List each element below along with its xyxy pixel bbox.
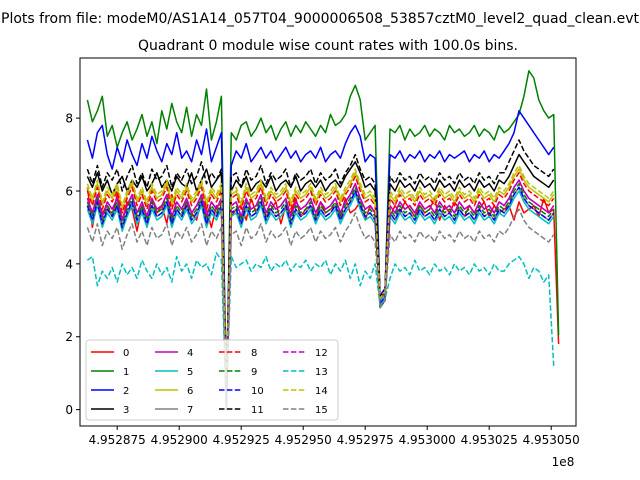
series-line-14 xyxy=(86,164,555,393)
series-line-6 xyxy=(86,168,555,411)
legend-label-0: 0 xyxy=(123,348,129,359)
legend-label-13: 13 xyxy=(315,367,328,378)
plot-frame xyxy=(79,57,577,427)
x-tick-label: 4.952975 xyxy=(337,433,394,447)
x-tick-label: 4.953000 xyxy=(399,433,456,447)
legend-label-11: 11 xyxy=(251,405,264,416)
x-axis: 4.952875 4.952900 4.952925 4.952950 4.952975… xyxy=(89,426,580,447)
legend-label-3: 3 xyxy=(123,405,129,416)
legend-label-14: 14 xyxy=(315,386,328,397)
legend-box xyxy=(85,339,339,421)
legend-label-6: 6 xyxy=(187,386,193,397)
figure-suptitle: Plots from file: modeM0/AS1A14_057T04_90… xyxy=(1,11,639,27)
y-tick-label: 2 xyxy=(65,330,73,344)
legend-label-5: 5 xyxy=(187,367,193,378)
x-offset-label: 1e8 xyxy=(552,455,575,469)
y-tick-label: 8 xyxy=(65,112,73,126)
series-line-11 xyxy=(86,139,555,392)
y-tick-label: 4 xyxy=(65,257,73,271)
x-tick-label: 4.952950 xyxy=(275,433,332,447)
y-axis: 0 2 4 6 8 xyxy=(65,112,80,417)
x-tick-label: 4.952925 xyxy=(213,433,270,447)
y-tick-label: 0 xyxy=(65,403,73,417)
series-line-13 xyxy=(86,252,555,405)
series-line-3 xyxy=(86,153,555,411)
legend-label-15: 15 xyxy=(315,405,328,416)
x-tick-label: 4.952900 xyxy=(151,433,208,447)
legend-label-12: 12 xyxy=(315,348,328,359)
series-line-9 xyxy=(86,182,555,411)
legend-label-8: 8 xyxy=(251,348,257,359)
x-tick-label: 4.952875 xyxy=(89,433,146,447)
chart-title: Quadrant 0 module wise count rates with … xyxy=(138,38,518,54)
legend-label-4: 4 xyxy=(187,348,193,359)
series-line-2 xyxy=(86,110,555,390)
legend-label-10: 10 xyxy=(251,386,264,397)
legend-label-7: 7 xyxy=(187,405,193,416)
series-line-8 xyxy=(86,172,555,394)
series-line-1 xyxy=(86,70,560,399)
series-line-5 xyxy=(86,190,555,395)
legend-label-9: 9 xyxy=(251,367,257,378)
series-line-10 xyxy=(86,186,555,403)
series-line-12 xyxy=(86,179,555,411)
x-tick-label: 4.953025 xyxy=(461,433,518,447)
legend-label-1: 1 xyxy=(123,367,129,378)
legend-label-2: 2 xyxy=(123,386,129,397)
y-tick-label: 6 xyxy=(65,184,73,198)
series-line-15 xyxy=(86,208,555,411)
x-tick-label: 4.953050 xyxy=(523,433,580,447)
series-layer xyxy=(86,70,560,411)
